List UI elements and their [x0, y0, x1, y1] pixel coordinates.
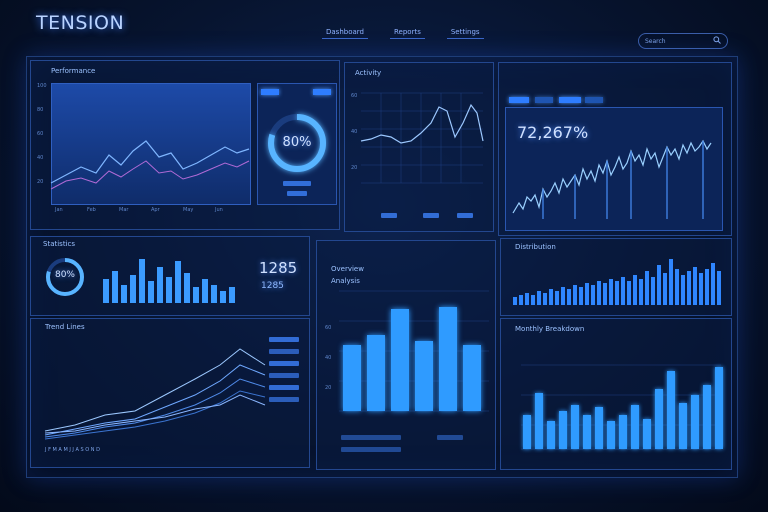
nav-item-reports[interactable]: Reports [389, 26, 425, 39]
tab-1[interactable] [509, 97, 529, 103]
search-placeholder: Search [645, 37, 666, 45]
small-gauge-value: 80% [54, 270, 75, 280]
legend-item [269, 385, 299, 390]
gauge-tab[interactable] [261, 89, 279, 95]
activity-panel: Activity 60 40 20 [344, 62, 494, 232]
legend-item [269, 337, 299, 342]
trend-line-chart [44, 348, 266, 440]
gauge-value: 80% [282, 135, 312, 150]
monthly-panel: Monthly Breakdown [500, 318, 732, 470]
top-nav: Dashboard Reports Settings [322, 26, 484, 39]
legend-item [269, 349, 299, 354]
nav-item-settings[interactable]: Settings [446, 26, 484, 39]
dashboard-frame [26, 56, 738, 478]
metric-panel: 72,267% [498, 62, 732, 236]
panel-title: Distribution [515, 243, 556, 251]
gauge-tab-2[interactable] [313, 89, 331, 95]
stat-number-1: 1285 [259, 259, 298, 277]
panel-subtitle: Analysis [331, 277, 360, 285]
monthly-bar-chart [521, 364, 723, 450]
panel-title: Activity [355, 69, 382, 77]
statistics-panel: Statistics 80% 1285 1285 [30, 236, 310, 316]
panel-title: Statistics [43, 240, 75, 248]
overview-bar-chart [339, 290, 489, 412]
panel-title: Monthly Breakdown [515, 325, 585, 333]
metric-value: 72,267% [517, 123, 589, 142]
panel-title: Overview [331, 265, 364, 273]
legend-item [269, 373, 299, 378]
legend-item [341, 447, 401, 452]
performance-line-chart [50, 140, 250, 190]
overview-panel: Overview Analysis 60 40 20 [316, 240, 496, 470]
legend-item [269, 397, 299, 402]
tab-2[interactable] [535, 97, 553, 103]
line-chart-area [51, 83, 251, 205]
tab-4[interactable] [585, 97, 603, 103]
legend-item [381, 213, 397, 218]
search-icon[interactable] [713, 36, 721, 46]
distribution-chart [513, 259, 721, 305]
gauge-ring [268, 114, 326, 172]
legend-item [423, 213, 439, 218]
trend-panel: Trend Lines J F M A M J J A S O N D [30, 318, 310, 468]
app-title: TENSION [36, 12, 125, 34]
distribution-panel: Distribution [500, 238, 732, 316]
legend-item [457, 213, 473, 218]
stat-number-2: 1285 [261, 281, 284, 291]
legend-item [341, 435, 401, 440]
statistics-bars [103, 259, 235, 303]
nav-item-dashboard[interactable]: Dashboard [322, 26, 368, 39]
search-input[interactable]: Search [638, 33, 728, 49]
tab-3[interactable] [559, 97, 581, 103]
legend-item [437, 435, 463, 440]
candlestick-chart [512, 139, 712, 219]
panel-title: Performance [51, 67, 96, 75]
panel-title: Trend Lines [45, 323, 85, 331]
legend-item [269, 361, 299, 366]
performance-panel: Performance 100 80 60 40 20 Jan Feb Mar … [30, 60, 340, 230]
activity-grid [360, 92, 484, 184]
small-gauge [46, 258, 84, 296]
